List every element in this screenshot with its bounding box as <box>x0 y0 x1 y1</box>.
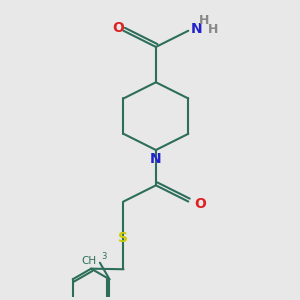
Text: S: S <box>118 231 128 245</box>
Text: O: O <box>112 21 124 35</box>
Text: H: H <box>199 14 210 27</box>
Text: N: N <box>190 22 202 36</box>
Text: O: O <box>194 197 206 212</box>
Text: H: H <box>208 23 218 36</box>
Text: 3: 3 <box>101 252 107 261</box>
Text: N: N <box>150 152 162 167</box>
Text: CH: CH <box>81 256 96 266</box>
